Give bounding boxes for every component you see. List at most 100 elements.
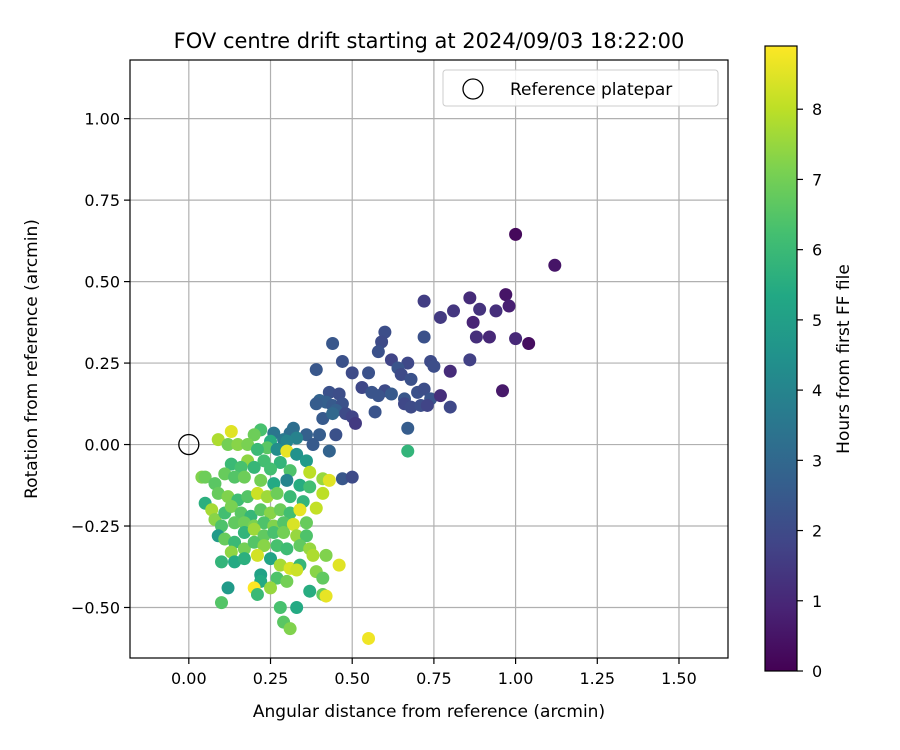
data-point — [237, 470, 251, 484]
data-point — [214, 519, 228, 533]
data-point — [299, 516, 313, 530]
data-point — [502, 299, 516, 313]
data-point — [228, 555, 242, 569]
y-tick-label: 0.00 — [84, 436, 120, 455]
data-point — [234, 506, 248, 520]
data-point — [371, 389, 385, 403]
data-point — [401, 421, 415, 435]
data-point — [433, 310, 447, 324]
data-point — [267, 477, 281, 491]
legend-box — [442, 69, 719, 107]
x-tick-label: 0.25 — [253, 669, 289, 688]
data-point — [466, 315, 480, 329]
data-points — [195, 227, 562, 645]
data-point — [257, 516, 271, 530]
data-point — [198, 470, 212, 484]
grid-lines — [130, 60, 728, 658]
colorbar: 0 1 2 3 4 5 6 7 8 Hours from first FF file — [764, 45, 854, 681]
data-point — [277, 516, 291, 530]
data-point — [293, 539, 307, 553]
data-point — [208, 477, 222, 491]
data-point — [316, 411, 330, 425]
data-point — [237, 526, 251, 540]
data-point — [299, 454, 313, 468]
data-point — [286, 517, 300, 531]
data-point — [335, 354, 349, 368]
data-point — [290, 431, 304, 445]
data-point — [290, 529, 304, 543]
colorbar-tick-label: 2 — [812, 522, 822, 541]
x-tick-label: 1.00 — [498, 669, 534, 688]
data-point — [417, 382, 431, 396]
data-point — [290, 447, 304, 461]
data-point — [394, 367, 408, 381]
data-point — [260, 441, 274, 455]
data-point — [371, 345, 385, 359]
data-point — [254, 473, 268, 487]
data-point — [283, 490, 297, 504]
data-point — [283, 464, 297, 478]
data-point — [231, 438, 245, 452]
data-point — [499, 288, 513, 302]
data-point — [221, 490, 235, 504]
x-tick-label: 0.00 — [171, 669, 207, 688]
data-point — [241, 438, 255, 452]
y-tick-label: 1.00 — [84, 110, 120, 129]
data-point — [273, 455, 287, 469]
data-point — [290, 563, 304, 577]
data-point — [306, 548, 320, 562]
data-point — [214, 555, 228, 569]
data-point — [303, 584, 317, 598]
data-point — [218, 467, 232, 481]
colorbar-tick-label: 4 — [812, 381, 822, 400]
data-point — [228, 535, 242, 549]
data-point — [280, 434, 294, 448]
data-point — [290, 600, 304, 614]
data-point — [306, 438, 320, 452]
data-point — [273, 558, 287, 572]
data-point — [417, 330, 431, 344]
data-point — [247, 428, 261, 442]
data-point — [463, 291, 477, 305]
data-point — [463, 353, 477, 367]
x-tick-label: 0.50 — [334, 669, 370, 688]
data-point — [496, 384, 510, 398]
data-point — [250, 587, 264, 601]
data-point — [417, 294, 431, 308]
data-point — [280, 444, 294, 458]
data-point — [280, 574, 294, 588]
data-point — [250, 548, 264, 562]
data-point — [332, 558, 346, 572]
data-point — [309, 501, 323, 515]
x-axis-ticks: 0.00 0.25 0.50 0.75 1.00 1.25 1.50 — [171, 658, 697, 688]
data-point — [280, 542, 294, 556]
data-point — [345, 470, 359, 484]
data-point — [224, 499, 238, 513]
legend-reference-marker-icon — [462, 78, 484, 100]
data-point — [322, 473, 336, 487]
colorbar-tick-label: 8 — [812, 100, 822, 119]
data-point — [241, 490, 255, 504]
data-point — [322, 385, 336, 399]
colorbar-tick-label: 7 — [812, 170, 822, 189]
data-point — [264, 581, 278, 595]
data-point — [237, 552, 251, 566]
data-point — [237, 542, 251, 556]
data-point — [329, 428, 343, 442]
data-point — [257, 539, 271, 553]
data-point — [264, 462, 278, 476]
data-point — [375, 335, 389, 349]
x-tick-label: 1.25 — [579, 669, 615, 688]
data-point — [378, 325, 392, 339]
data-point — [326, 407, 340, 421]
data-point — [299, 529, 313, 543]
plot-frame — [129, 59, 729, 659]
data-point — [273, 503, 287, 517]
data-point — [264, 552, 278, 566]
data-point — [309, 397, 323, 411]
data-point — [247, 522, 261, 536]
data-point — [489, 304, 503, 318]
data-point — [205, 503, 219, 517]
data-point — [348, 416, 362, 430]
